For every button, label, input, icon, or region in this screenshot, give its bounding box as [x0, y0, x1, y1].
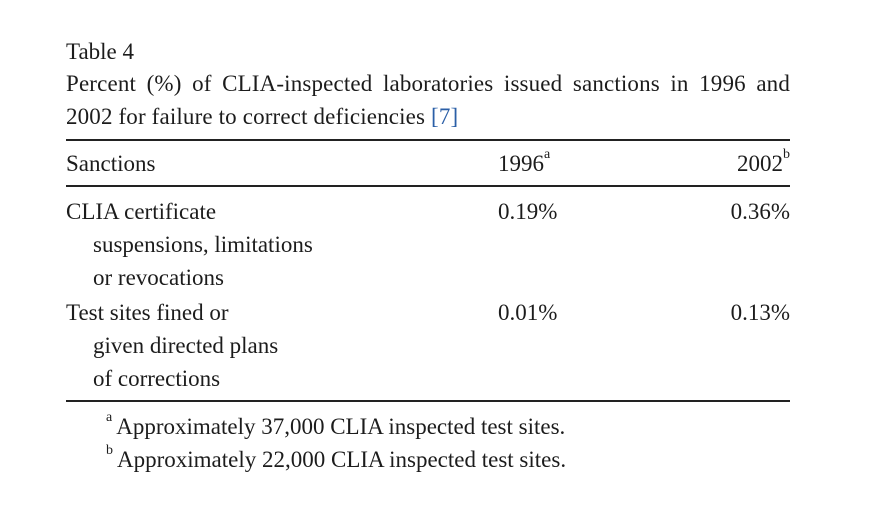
footnote-b-mark: b — [106, 443, 113, 459]
header-rule — [66, 185, 790, 187]
table-footnotes: a Approximately 37,000 CLIA inspected tes… — [66, 410, 790, 476]
header-2002-footnote-mark: b — [783, 147, 790, 163]
bottom-rule — [66, 400, 790, 402]
row-1-sanction: CLIA certificate suspensions, limitation… — [66, 195, 313, 294]
table-label: Table 4 — [66, 39, 135, 64]
row-1-sanction-line-2: suspensions, limitations — [93, 232, 313, 257]
row-2-value-2002: 0.13% — [730, 300, 790, 325]
row-2-value-1996: 0.01% — [498, 300, 558, 325]
row-2-sanction-line-1: Test sites fined or — [66, 300, 229, 325]
top-rule — [66, 139, 790, 141]
reference-link[interactable]: [7] — [431, 104, 459, 129]
footnote-a-mark: a — [106, 410, 113, 426]
table-4: Table 4 Percent (%) of CLIA-inspected la… — [66, 36, 790, 476]
row-1-sanction-line-3: or revocations — [93, 265, 224, 290]
row-1-value-1996: 0.19% — [498, 199, 558, 224]
header-1996-footnote-mark: a — [544, 147, 551, 163]
row-2-sanction-line-2: given directed plans — [93, 333, 279, 358]
header-2002: 2002b — [737, 147, 790, 180]
footnote-a-text: Approximately 37,000 CLIA inspected test… — [116, 414, 566, 439]
footnote-a: a Approximately 37,000 CLIA inspected tes… — [66, 410, 790, 443]
table-row: Test sites fined or given directed plans… — [66, 296, 790, 396]
row-2-sanction-line-3: of corrections — [93, 366, 221, 391]
table-row: CLIA certificate suspensions, limitation… — [66, 195, 790, 296]
header-sanctions: Sanctions — [66, 151, 156, 176]
header-2002-label: 2002 — [737, 151, 783, 176]
header-1996: 1996a — [498, 147, 550, 180]
caption-text: Percent (%) of CLIA-inspected laboratori… — [66, 71, 790, 129]
row-1-sanction-line-1: CLIA certificate — [66, 199, 217, 224]
footnote-b-text: Approximately 22,000 CLIA inspected test… — [117, 447, 567, 472]
table-header-row: Sanctions 1996a 2002b — [66, 141, 790, 185]
row-2-sanction: Test sites fined or given directed plans… — [66, 296, 278, 395]
header-1996-label: 1996 — [498, 151, 544, 176]
row-1-value-2002: 0.36% — [730, 199, 790, 224]
footnote-b: b Approximately 22,000 CLIA inspected tes… — [66, 443, 790, 476]
table-caption: Percent (%) of CLIA-inspected laboratori… — [66, 67, 790, 133]
